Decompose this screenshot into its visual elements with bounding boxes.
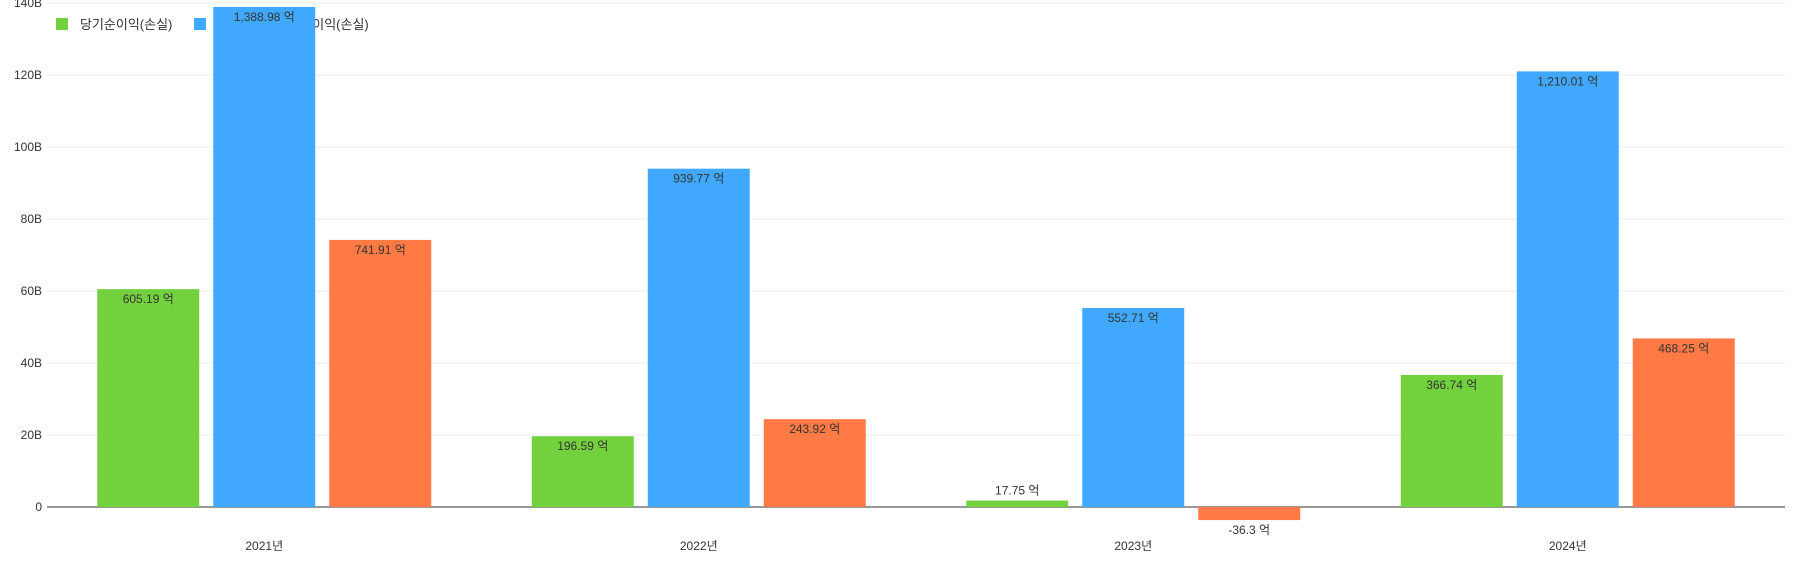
bar[interactable] — [213, 6, 316, 508]
x-tick-label: 2023년 — [1114, 539, 1152, 553]
y-tick-label: 60B — [21, 284, 42, 298]
data-label: 468.25 억 — [1658, 341, 1709, 355]
y-tick-label: 0 — [35, 500, 42, 514]
bar[interactable] — [97, 289, 200, 507]
bar[interactable] — [763, 419, 866, 507]
bar[interactable] — [1400, 374, 1503, 507]
bar[interactable] — [966, 500, 1069, 507]
bar[interactable] — [329, 239, 432, 507]
data-label: 741.91 억 — [355, 243, 406, 257]
y-tick-label: 40B — [21, 356, 42, 370]
bar[interactable] — [1516, 71, 1619, 508]
data-label: 605.19 억 — [123, 292, 174, 306]
data-label: 1,388.98 억 — [234, 10, 295, 24]
y-tick-label: 80B — [21, 212, 42, 226]
legend-swatch-revenue — [194, 17, 207, 30]
bar[interactable] — [1198, 507, 1301, 521]
legend-item-net-income[interactable]: 당기순이익(손실) — [56, 14, 172, 33]
y-tick-label: 140B — [14, 0, 42, 10]
y-tick-label: 20B — [21, 428, 42, 442]
bar[interactable] — [647, 168, 750, 507]
data-label: -36.3 억 — [1228, 523, 1270, 537]
data-label: 17.75 억 — [995, 484, 1039, 498]
data-label: 939.77 억 — [673, 172, 724, 186]
data-label: 196.59 억 — [557, 439, 608, 453]
bar[interactable] — [531, 436, 634, 507]
x-tick-label: 2024년 — [1549, 539, 1587, 553]
bar[interactable] — [1632, 338, 1735, 507]
legend-swatch-net-income — [56, 17, 68, 30]
bar[interactable] — [1082, 308, 1185, 507]
y-tick-label: 100B — [14, 140, 42, 154]
x-tick-label: 2022년 — [680, 539, 718, 553]
legend-label-net-income: 당기순이익(손실) — [80, 17, 173, 32]
data-label: 366.74 억 — [1426, 378, 1477, 392]
x-tick-label: 2021년 — [245, 539, 283, 553]
data-label: 552.71 억 — [1108, 311, 1159, 325]
data-label: 243.92 억 — [789, 422, 840, 436]
y-tick-label: 120B — [14, 68, 42, 82]
data-label: 1,210.01 억 — [1537, 74, 1598, 88]
